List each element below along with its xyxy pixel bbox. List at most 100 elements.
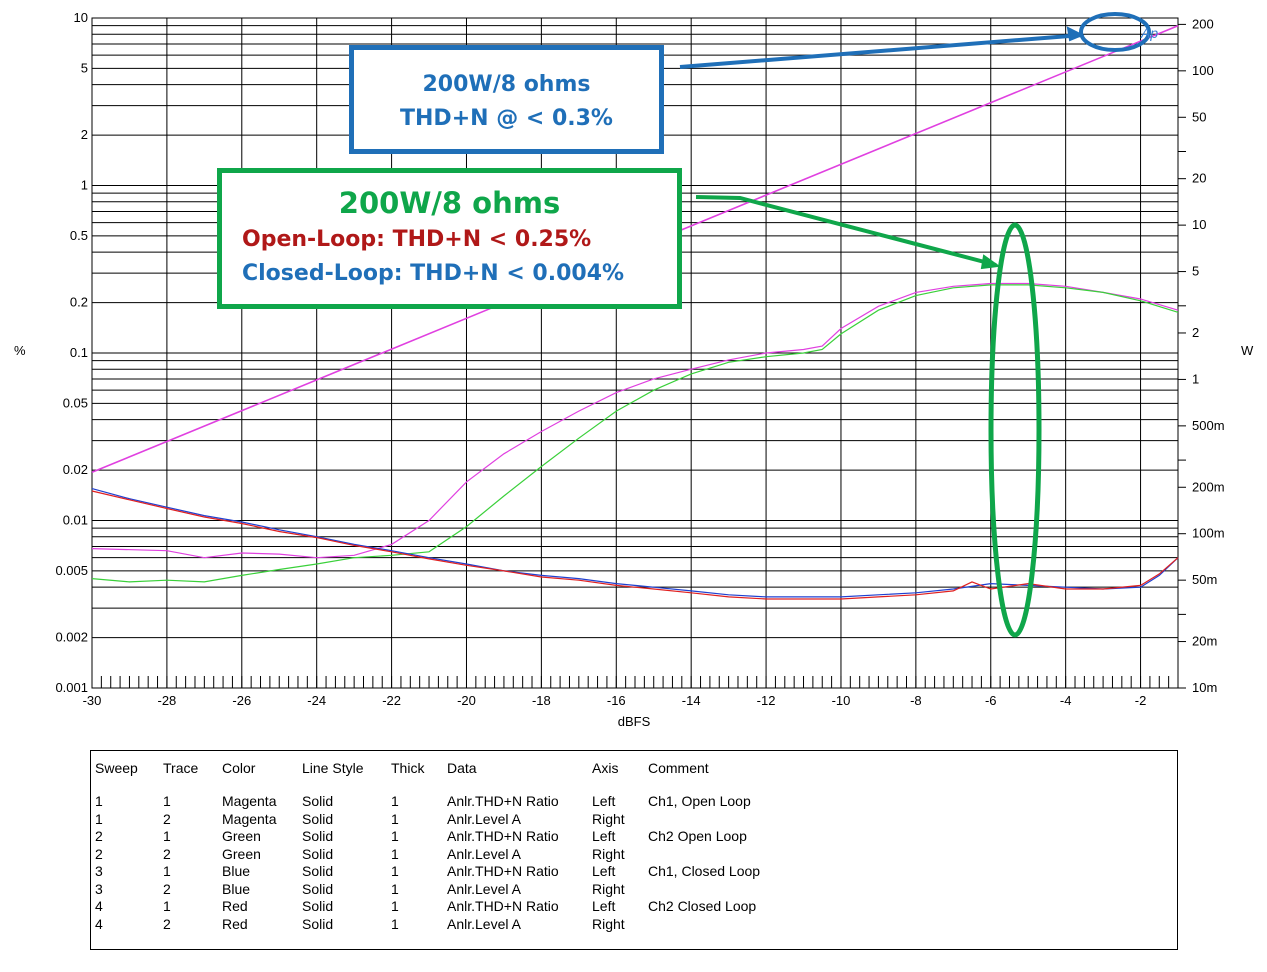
series-line-3 <box>91 490 1179 600</box>
green-arrow-line <box>695 195 997 267</box>
y-left-tick-label: 1 <box>81 178 88 193</box>
annotation-box-green: 200W/8 ohms Open-Loop: THD+N < 0.25% Clo… <box>217 168 682 309</box>
x-tick-label: -12 <box>757 693 776 708</box>
legend-cell: 2 <box>163 915 171 932</box>
legend-header-cell: Trace <box>163 760 199 776</box>
legend-cell: Ch2 Closed Loop <box>648 898 757 914</box>
annotation-green-line-3: Closed-Loop: THD+N < 0.004% <box>242 261 625 286</box>
legend-row: 2 2 Green Solid 1 Anlr.Level A Right <box>91 846 844 864</box>
x-tick-label: -6 <box>985 693 997 708</box>
annotation-blue-line-1: 200W/8 ohms <box>422 72 591 97</box>
y-right-tick-label: 1 <box>1192 371 1199 386</box>
y-right-tick-label: 20m <box>1192 634 1217 649</box>
legend-row: 2 1 Green Solid 1 Anlr.THD+N Ratio Left Ch2 Ope… <box>91 828 844 846</box>
legend-cell: 1 <box>95 793 103 809</box>
legend-cell: Anlr.Level A <box>447 915 521 932</box>
series-line-0 <box>91 282 1179 559</box>
legend-cell: Left <box>592 863 616 879</box>
legend-cell: Left <box>592 793 616 809</box>
legend-cell: Right <box>592 810 625 827</box>
y-left-tick-label: 2 <box>81 127 88 142</box>
legend-cell: Solid <box>302 793 334 809</box>
legend-cell: 2 <box>95 828 103 844</box>
legend-cell: Right <box>592 915 625 932</box>
y-right-tick-label: 500m <box>1192 418 1225 433</box>
sweep-legend-table: Sweep Trace Color Line Style Thick Data Axis Co… <box>90 750 1178 950</box>
legend-cell: Red <box>222 915 248 932</box>
legend-cell: 4 <box>95 915 103 932</box>
y-left-tick-label: 0.001 <box>55 680 88 695</box>
legend-cell: 1 <box>391 828 399 844</box>
legend-cell: Solid <box>302 880 334 897</box>
legend-body: 1 1 Magenta Solid 1 Anlr.THD+N Ratio Left Ch1, … <box>91 793 844 933</box>
x-tick-label: -10 <box>832 693 851 708</box>
legend-cell <box>644 811 844 829</box>
legend-row: 4 1 Red Solid 1 Anlr.THD+N Ratio Left Ch2 Close… <box>91 898 844 916</box>
legend-cell <box>644 881 844 899</box>
legend-header-cell: Axis <box>592 760 619 776</box>
legend-row: 1 1 Magenta Solid 1 Anlr.THD+N Ratio Left Ch1, … <box>91 793 844 811</box>
legend-header-cell: Thick <box>391 760 425 776</box>
y-left-tick-label: 0.5 <box>70 228 88 243</box>
y-left-tick-label: 5 <box>81 60 88 75</box>
thd-vs-level-chart: -30 -28 -26 -24 -22 -20 -18 -16 -14 -12 -10 -8 -6 -4-… <box>14 10 1254 729</box>
legend-row: 4 2 Red Solid 1 Anlr.Level A Right <box>91 916 844 934</box>
annotation-arrows <box>679 12 1151 638</box>
green-ellipse <box>988 222 1042 638</box>
x-tick-label: -2 <box>1135 693 1147 708</box>
x-tick-label: -26 <box>232 693 251 708</box>
legend-header-cell: Sweep <box>95 760 138 776</box>
legend-cell: 2 <box>95 845 103 862</box>
legend-row: 3 2 Blue Solid 1 Anlr.Level A Right <box>91 881 844 899</box>
legend-cell: Anlr.THD+N Ratio <box>447 898 559 914</box>
legend-cell: Left <box>592 828 616 844</box>
y-right-tick-label: 100 <box>1192 63 1214 78</box>
x-tick-label: -24 <box>307 693 326 708</box>
legend-cell: Blue <box>222 880 251 897</box>
legend-cell: 1 <box>163 863 171 879</box>
y-right-tick-label: 200m <box>1192 479 1225 494</box>
legend-cell: Anlr.THD+N Ratio <box>447 793 559 809</box>
y-right-tick-label: 50m <box>1192 572 1217 587</box>
legend-header-cell: Data <box>447 760 477 776</box>
legend-cell: Solid <box>302 898 334 914</box>
legend-cell: Red <box>222 898 248 914</box>
legend-cell: 1 <box>391 898 399 914</box>
legend-cell: 1 <box>391 793 399 809</box>
legend-cell: 3 <box>95 863 103 879</box>
legend-cell: 3 <box>95 880 103 897</box>
legend-cell: Solid <box>302 810 334 827</box>
y-left-tick-label: 0.01 <box>63 513 88 528</box>
legend-cell: Blue <box>222 863 251 879</box>
legend-cell: Solid <box>302 845 334 862</box>
legend-cell: Anlr.Level A <box>447 810 521 827</box>
legend-cell: Green <box>222 845 261 862</box>
ap-logo: Ap <box>1140 25 1158 41</box>
annotation-blue-line-2: THD+N @ < 0.3% <box>400 106 613 131</box>
legend-cell: 2 <box>163 810 171 827</box>
legend-cell: Ch1, Closed Loop <box>648 863 761 879</box>
legend-cell: Magenta <box>222 793 277 809</box>
blue-arrow-head <box>1066 26 1085 42</box>
y-axis-right-title: W <box>1241 343 1254 358</box>
x-tick-label: -14 <box>682 693 701 708</box>
legend-cell: 1 <box>391 915 399 932</box>
y-left-tick-label: 0.005 <box>55 563 88 578</box>
blue-ellipse <box>1079 12 1151 52</box>
legend-cell: 1 <box>391 845 399 862</box>
x-tick-label: -22 <box>382 693 401 708</box>
x-tick-label: -20 <box>457 693 476 708</box>
y-left-tick-label: 0.002 <box>55 630 88 645</box>
x-tick-label: -30 <box>83 693 102 708</box>
legend-cell: Solid <box>302 828 334 844</box>
legend-header-cell: Comment <box>648 760 709 776</box>
legend-cell: Anlr.THD+N Ratio <box>447 828 559 844</box>
legend-cell: 1 <box>163 898 171 914</box>
legend-cell: 4 <box>95 898 103 914</box>
annotation-box-blue: 200W/8 ohms THD+N @ < 0.3% <box>349 45 664 154</box>
legend-cell: Right <box>592 845 625 862</box>
tick-labels: -30 -28 -26 -24 -22 -20 -18 -16 -14 -12 -10 -8 -6 -4-… <box>55 10 1224 708</box>
x-axis-title: dBFS <box>618 714 651 729</box>
y-right-tick-label: 200 <box>1192 16 1214 31</box>
legend-cell: Anlr.Level A <box>447 880 521 897</box>
